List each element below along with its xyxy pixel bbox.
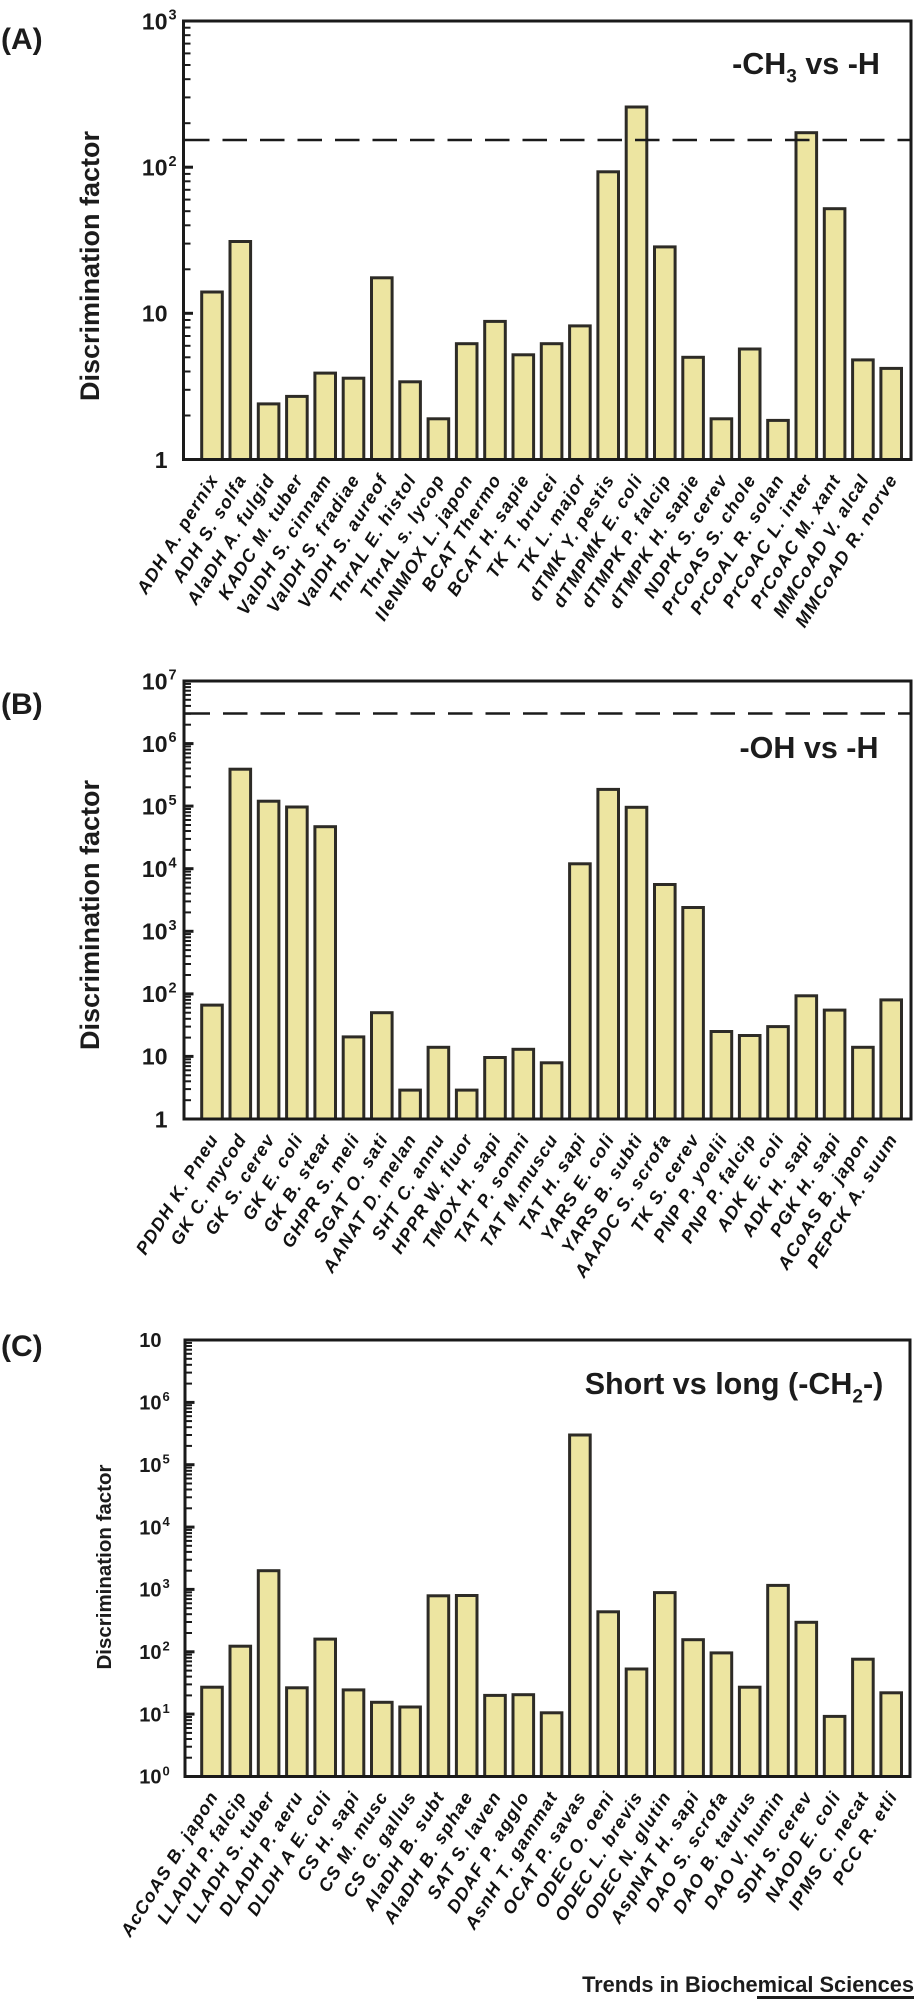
svg-text:4: 4 — [169, 855, 177, 871]
svg-text:2: 2 — [163, 1639, 170, 1654]
svg-text:2: 2 — [169, 981, 177, 997]
svg-text:Short vs long (-CH2​-): Short vs long (-CH2​-) — [585, 1367, 884, 1408]
svg-text:Trends in Biochemical Sciences: Trends in Biochemical Sciences — [582, 1972, 914, 1997]
svg-text:7: 7 — [169, 668, 177, 684]
svg-text:10: 10 — [139, 1642, 161, 1664]
svg-text:1: 1 — [163, 1701, 170, 1716]
svg-text:10: 10 — [142, 8, 168, 34]
svg-text:10: 10 — [139, 1393, 161, 1415]
svg-text:10: 10 — [142, 793, 168, 819]
svg-text:3: 3 — [169, 8, 177, 24]
svg-text:10: 10 — [139, 1580, 161, 1602]
svg-text:10: 10 — [142, 668, 168, 694]
svg-text:10: 10 — [142, 919, 168, 945]
svg-text:10: 10 — [142, 981, 168, 1007]
svg-text:10: 10 — [142, 301, 168, 327]
svg-text:10: 10 — [142, 856, 168, 882]
svg-text:10: 10 — [139, 1767, 161, 1789]
svg-text:(A): (A) — [1, 23, 43, 56]
svg-text:-OH vs -H: -OH vs -H — [740, 731, 879, 765]
svg-text:10: 10 — [142, 154, 168, 180]
svg-text:2: 2 — [169, 154, 177, 170]
svg-text:10: 10 — [139, 1455, 161, 1477]
svg-text:0: 0 — [163, 1763, 170, 1778]
svg-text:6: 6 — [163, 1389, 170, 1404]
svg-text:4: 4 — [163, 1514, 171, 1529]
svg-text:Discrimination factor: Discrimination factor — [93, 1464, 116, 1669]
svg-text:(B): (B) — [1, 688, 43, 721]
svg-text:5: 5 — [169, 793, 177, 809]
svg-text:3: 3 — [169, 918, 177, 934]
svg-text:10: 10 — [139, 1704, 161, 1726]
svg-text:3: 3 — [163, 1576, 170, 1591]
svg-text:6: 6 — [169, 730, 177, 746]
svg-text:10: 10 — [142, 1044, 168, 1070]
svg-text:1: 1 — [155, 1106, 168, 1132]
svg-text:-CH3​ vs -H: -CH3​ vs -H — [732, 47, 880, 88]
svg-text:10: 10 — [139, 1330, 161, 1352]
svg-text:Discrimination factor: Discrimination factor — [75, 779, 105, 1050]
svg-text:Discrimination factor: Discrimination factor — [75, 130, 105, 401]
svg-text:10: 10 — [142, 731, 168, 757]
svg-text:(C): (C) — [1, 1330, 43, 1363]
svg-text:1: 1 — [155, 447, 168, 473]
svg-text:10: 10 — [139, 1517, 161, 1539]
svg-text:5: 5 — [163, 1452, 170, 1467]
